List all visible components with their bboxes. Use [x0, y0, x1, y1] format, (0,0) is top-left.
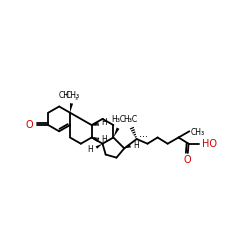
Polygon shape: [96, 144, 102, 149]
Text: H: H: [101, 135, 107, 144]
Text: CH: CH: [59, 90, 70, 100]
Polygon shape: [70, 103, 73, 113]
Text: ₃: ₃: [76, 90, 78, 100]
Text: H₃C: H₃C: [111, 115, 125, 124]
Text: CH: CH: [65, 90, 76, 100]
Text: CH₃: CH₃: [191, 128, 205, 136]
Polygon shape: [124, 145, 131, 148]
Text: HO: HO: [202, 139, 217, 149]
Text: H₃C: H₃C: [124, 115, 138, 124]
Polygon shape: [114, 128, 119, 138]
Text: ···: ···: [139, 132, 148, 142]
Text: O: O: [183, 155, 191, 165]
Text: H: H: [134, 141, 139, 150]
Text: ₃: ₃: [75, 95, 78, 101]
Text: H: H: [88, 146, 93, 154]
Text: H: H: [101, 118, 107, 127]
Text: O: O: [26, 120, 34, 130]
